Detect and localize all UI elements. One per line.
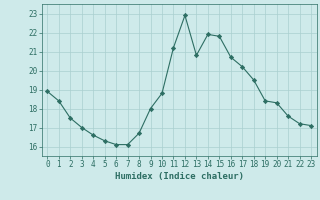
X-axis label: Humidex (Indice chaleur): Humidex (Indice chaleur) (115, 172, 244, 181)
